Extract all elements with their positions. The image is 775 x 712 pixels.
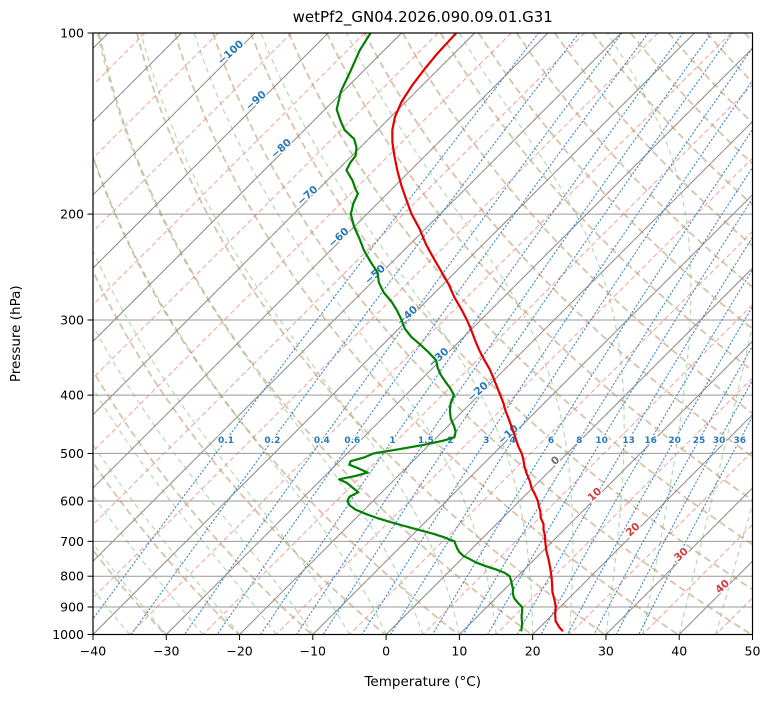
svg-text:25: 25 — [693, 436, 706, 446]
svg-text:600: 600 — [60, 494, 84, 509]
svg-text:−60: −60 — [326, 225, 351, 250]
y-axis-label: Pressure (hPa) — [8, 285, 24, 382]
svg-text:−30: −30 — [153, 644, 179, 659]
svg-text:400: 400 — [60, 388, 84, 403]
svg-text:900: 900 — [60, 599, 84, 614]
svg-text:100: 100 — [60, 26, 84, 41]
moist-adiabat-lines — [0, 33, 775, 635]
svg-text:10: 10 — [451, 644, 467, 659]
svg-text:−20: −20 — [465, 379, 490, 404]
svg-text:50: 50 — [745, 644, 761, 659]
svg-text:16: 16 — [644, 436, 657, 446]
svg-text:0.6: 0.6 — [344, 436, 360, 446]
svg-text:700: 700 — [60, 534, 84, 549]
svg-text:6: 6 — [548, 436, 554, 446]
svg-text:200: 200 — [60, 207, 84, 222]
svg-text:0.4: 0.4 — [314, 436, 330, 446]
svg-text:−20: −20 — [226, 644, 252, 659]
mixing-ratio-lines — [82, 33, 775, 635]
svg-text:−40: −40 — [80, 644, 106, 659]
isotherm-major-lines — [0, 33, 775, 635]
plot-frame — [93, 33, 753, 635]
svg-text:30: 30 — [598, 644, 614, 659]
svg-text:20: 20 — [624, 520, 643, 539]
svg-text:13: 13 — [622, 436, 635, 446]
dry-adiabat-lines — [0, 33, 775, 635]
svg-text:30: 30 — [713, 436, 726, 446]
svg-text:−10: −10 — [300, 644, 326, 659]
svg-text:−30: −30 — [426, 345, 451, 370]
svg-text:−100: −100 — [215, 38, 246, 67]
svg-text:10: 10 — [595, 436, 608, 446]
svg-text:0: 0 — [382, 644, 390, 659]
svg-text:−80: −80 — [269, 136, 294, 161]
pressure-gridlines — [93, 33, 753, 635]
svg-text:8: 8 — [576, 436, 582, 446]
svg-text:40: 40 — [671, 644, 687, 659]
svg-text:20: 20 — [525, 644, 541, 659]
svg-text:1000: 1000 — [52, 627, 84, 642]
y-axis-ticks: 100 200 300 400 500 600 700 800 900 1000 — [52, 26, 93, 643]
isotherm-minor-lines — [0, 33, 775, 635]
svg-text:30: 30 — [672, 545, 691, 564]
svg-text:800: 800 — [60, 569, 84, 584]
svg-text:0.2: 0.2 — [264, 436, 280, 446]
svg-text:20: 20 — [668, 436, 681, 446]
svg-text:−90: −90 — [243, 88, 268, 113]
svg-text:300: 300 — [60, 312, 84, 327]
svg-text:0.1: 0.1 — [218, 436, 234, 446]
svg-text:36: 36 — [734, 436, 747, 446]
x-axis-label: Temperature (°C) — [363, 674, 481, 690]
svg-text:3: 3 — [483, 436, 489, 446]
svg-text:40: 40 — [713, 577, 732, 596]
svg-text:0: 0 — [549, 454, 562, 468]
x-axis-ticks: −40 −30 −20 −10 0 10 20 30 40 50 — [80, 635, 761, 659]
svg-text:500: 500 — [60, 446, 84, 461]
svg-text:−70: −70 — [295, 183, 320, 208]
svg-text:1: 1 — [389, 436, 395, 446]
chart-title: wetPf2_GN04.2026.090.09.01.G31 — [293, 8, 553, 27]
